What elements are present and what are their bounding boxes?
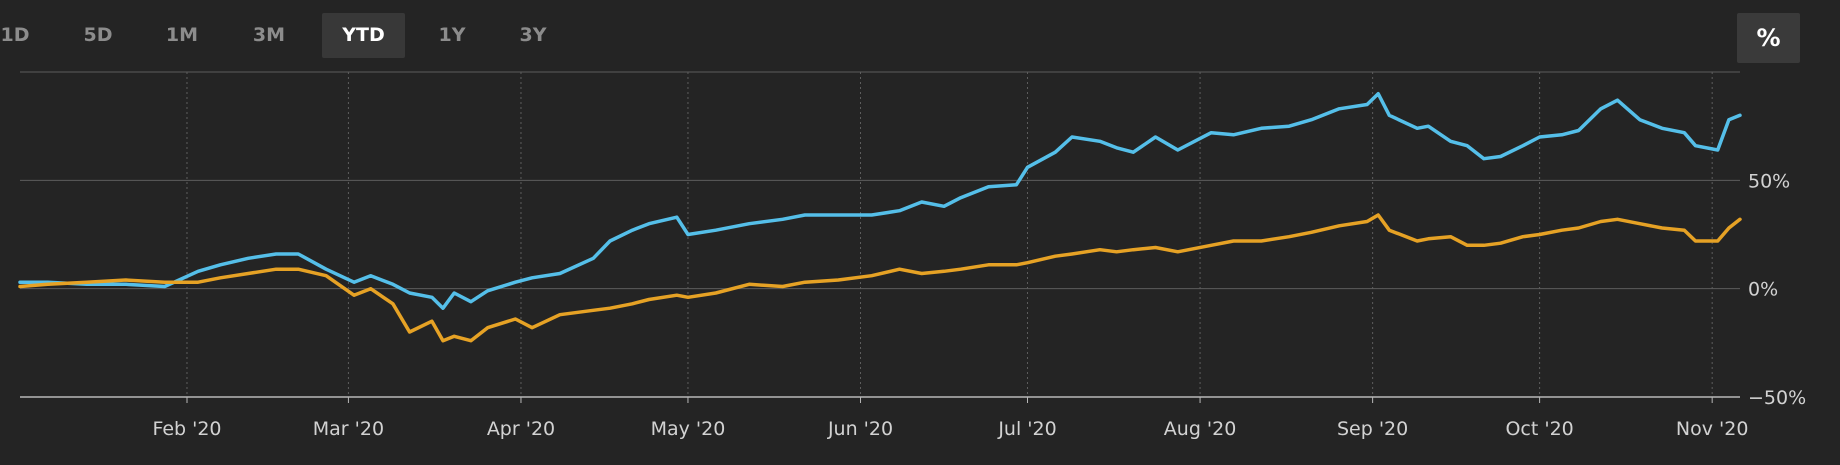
range-tab-5d[interactable]: 5D <box>83 24 113 46</box>
series-line-1 <box>18 91 1742 310</box>
x-tick-label: Oct '20 <box>1505 418 1573 440</box>
y-tick-label: −50% <box>1748 387 1806 409</box>
range-tab-1d[interactable]: 1D <box>0 24 30 46</box>
x-tick-label: Apr '20 <box>487 418 555 440</box>
percent-toggle-button[interactable]: % <box>1737 13 1800 63</box>
range-tab-1y[interactable]: 1Y <box>438 24 466 46</box>
range-tab-ytd[interactable]: YTD <box>322 13 405 58</box>
y-tick-label: 0% <box>1748 279 1778 301</box>
x-tick-label: Mar '20 <box>313 418 384 440</box>
x-tick-label: Nov '20 <box>1676 418 1749 440</box>
x-tick-label: Sep '20 <box>1337 418 1408 440</box>
range-tab-1m[interactable]: 1M <box>165 24 199 46</box>
x-tick-label: Feb '20 <box>152 418 221 440</box>
series-line-2 <box>18 213 1742 343</box>
x-tick-label: Aug '20 <box>1164 418 1237 440</box>
x-tick-label: May '20 <box>651 418 726 440</box>
x-tick-label: Jun '20 <box>827 418 893 440</box>
x-tick-label: Jul '20 <box>997 418 1056 440</box>
y-tick-label: 50% <box>1748 170 1790 192</box>
range-tab-3m[interactable]: 3M <box>252 24 286 46</box>
range-tab-3y[interactable]: 3Y <box>519 24 547 46</box>
